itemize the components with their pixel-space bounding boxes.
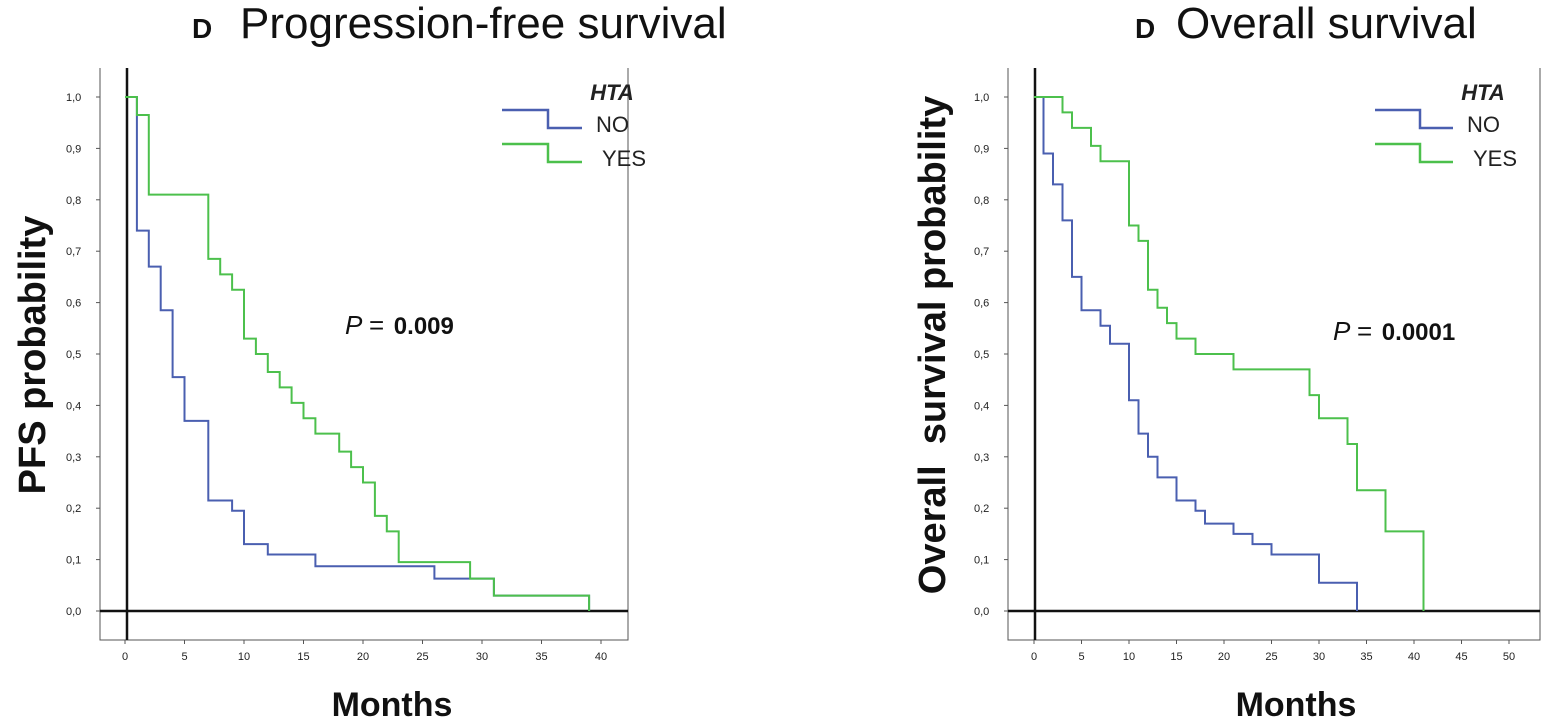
y-tick-label: 0,6 — [974, 298, 989, 310]
x-tick-label: 30 — [476, 651, 488, 663]
y-tick-label: 0,9 — [66, 143, 81, 155]
panel-letter: D — [192, 13, 212, 44]
x-axis-label: Months — [332, 686, 453, 724]
y-tick-label: 0,6 — [66, 298, 81, 310]
y-tick-label: 0,9 — [974, 143, 989, 155]
legend-label-no: NO — [1467, 112, 1500, 137]
y-tick-label: 0,0 — [974, 606, 989, 618]
legend-swatch-no — [502, 108, 582, 130]
x-tick-label: 15 — [1170, 651, 1182, 663]
y-tick-label: 0,8 — [974, 195, 989, 207]
x-tick-label: 5 — [1078, 651, 1084, 663]
x-tick-label: 35 — [1360, 651, 1372, 663]
x-tick-label: 20 — [357, 651, 369, 663]
chart-title: Overall survival — [1176, 0, 1477, 48]
x-tick-label: 30 — [1313, 651, 1325, 663]
p-value-label: P = — [345, 310, 384, 340]
x-axis-label: Months — [1236, 686, 1357, 724]
x-tick-label: 0 — [1031, 651, 1037, 663]
series-line-yes — [125, 96, 591, 611]
x-tick-label: 15 — [297, 651, 309, 663]
chart-panel-2: D Overall survival 0,0 0,1 0,2 0,3 0,4 0,5 0,6 0,… — [912, 0, 1541, 724]
legend-title: HTA — [1461, 80, 1505, 105]
x-tick-label: 25 — [416, 651, 428, 663]
y-tick-label: 0,4 — [66, 400, 81, 412]
legend-label-yes: YES — [1473, 146, 1517, 171]
series-line-no — [1034, 96, 1358, 611]
y-tick-label: 0,7 — [66, 246, 81, 258]
y-axis-label: Overall survival probability — [912, 96, 954, 594]
series-line-no — [125, 96, 591, 611]
p-value-annotation: P = 0.0001 — [1333, 316, 1455, 346]
y-tick-label: 1,0 — [974, 92, 989, 104]
y-tick-label: 0,5 — [974, 349, 989, 361]
p-value-number: 0.009 — [394, 313, 454, 340]
y-tick-label: 0,2 — [974, 503, 989, 515]
x-tick-label: 20 — [1218, 651, 1230, 663]
y-tick-label: 0,2 — [66, 503, 81, 515]
x-tick-label: 40 — [1408, 651, 1420, 663]
legend-label-no: NO — [596, 112, 629, 137]
x-tick-label: 45 — [1455, 651, 1467, 663]
y-tick-label: 0,7 — [974, 246, 989, 258]
chart-title: Progression-free survival — [240, 0, 727, 48]
y-tick-label: 0,3 — [66, 452, 81, 464]
y-tick-label: 0,4 — [974, 400, 989, 412]
y-tick-label: 0,1 — [974, 555, 989, 567]
x-tick-label: 10 — [238, 651, 250, 663]
legend-swatch-yes — [502, 142, 582, 164]
y-tick-label: 1,0 — [66, 92, 81, 104]
legend-title: HTA — [590, 80, 634, 105]
y-tick-label: 0,0 — [66, 606, 81, 618]
y-tick-label: 0,1 — [66, 555, 81, 567]
y-tick-label: 0,5 — [66, 349, 81, 361]
x-tick-label: 10 — [1123, 651, 1135, 663]
x-tick-label: 0 — [122, 651, 128, 663]
y-tick-label: 0,8 — [66, 195, 81, 207]
p-value-label: P = — [1333, 316, 1372, 346]
series-line-yes — [1034, 96, 1425, 611]
panel-letter: D — [1135, 13, 1155, 44]
legend-swatch-no — [1375, 108, 1453, 130]
p-value-number: 0.0001 — [1382, 319, 1455, 346]
legend-label-yes: YES — [602, 146, 646, 171]
x-tick-label: 40 — [595, 651, 607, 663]
chart-panel-1: D Progression-free survival 0,0 0,1 0,2 0,3 0,… — [12, 0, 727, 724]
p-value-annotation: P = 0.009 — [345, 310, 454, 340]
x-tick-label: 5 — [181, 651, 187, 663]
x-tick-label: 50 — [1503, 651, 1515, 663]
y-axis-label: PFS probability — [12, 216, 54, 495]
y-tick-label: 0,3 — [974, 452, 989, 464]
legend-swatch-yes — [1375, 142, 1453, 164]
x-tick-label: 35 — [535, 651, 547, 663]
x-tick-label: 25 — [1265, 651, 1277, 663]
